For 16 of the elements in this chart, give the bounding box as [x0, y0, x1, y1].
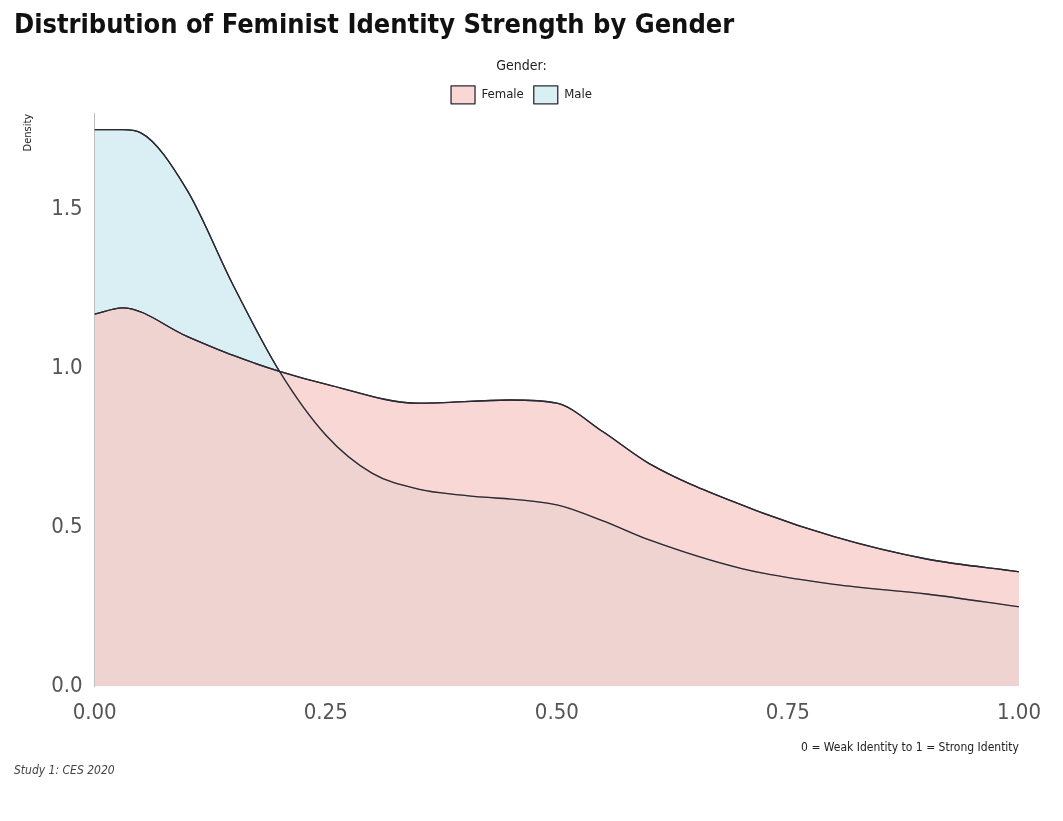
text: Study 1: CES 2020 [14, 763, 116, 777]
x-tick-label: 0.50 [534, 699, 579, 725]
y-tick-label: 1.5 [51, 194, 83, 220]
chart-title: Distribution of Feminist Identity Strength by Gender [14, 8, 736, 39]
x-tick-label: 1.00 [996, 699, 1041, 725]
x-tick-label: 0.00 [72, 699, 117, 725]
x-axis-title: 0 = Weak Identity to 1 = Strong Identity [801, 739, 1020, 754]
legend-title: Gender: [496, 56, 547, 73]
y-tick-label: 0.0 [51, 671, 83, 697]
x-tick-label: 0.25 [303, 699, 348, 725]
y-tick-label: 0.5 [51, 512, 83, 538]
y-tick-label: 1.0 [51, 353, 83, 379]
legend-label: Male [564, 86, 592, 102]
y-axis-title: Density [21, 113, 35, 152]
legend-label: Female [481, 86, 524, 102]
x-tick-label: 0.75 [765, 699, 810, 725]
